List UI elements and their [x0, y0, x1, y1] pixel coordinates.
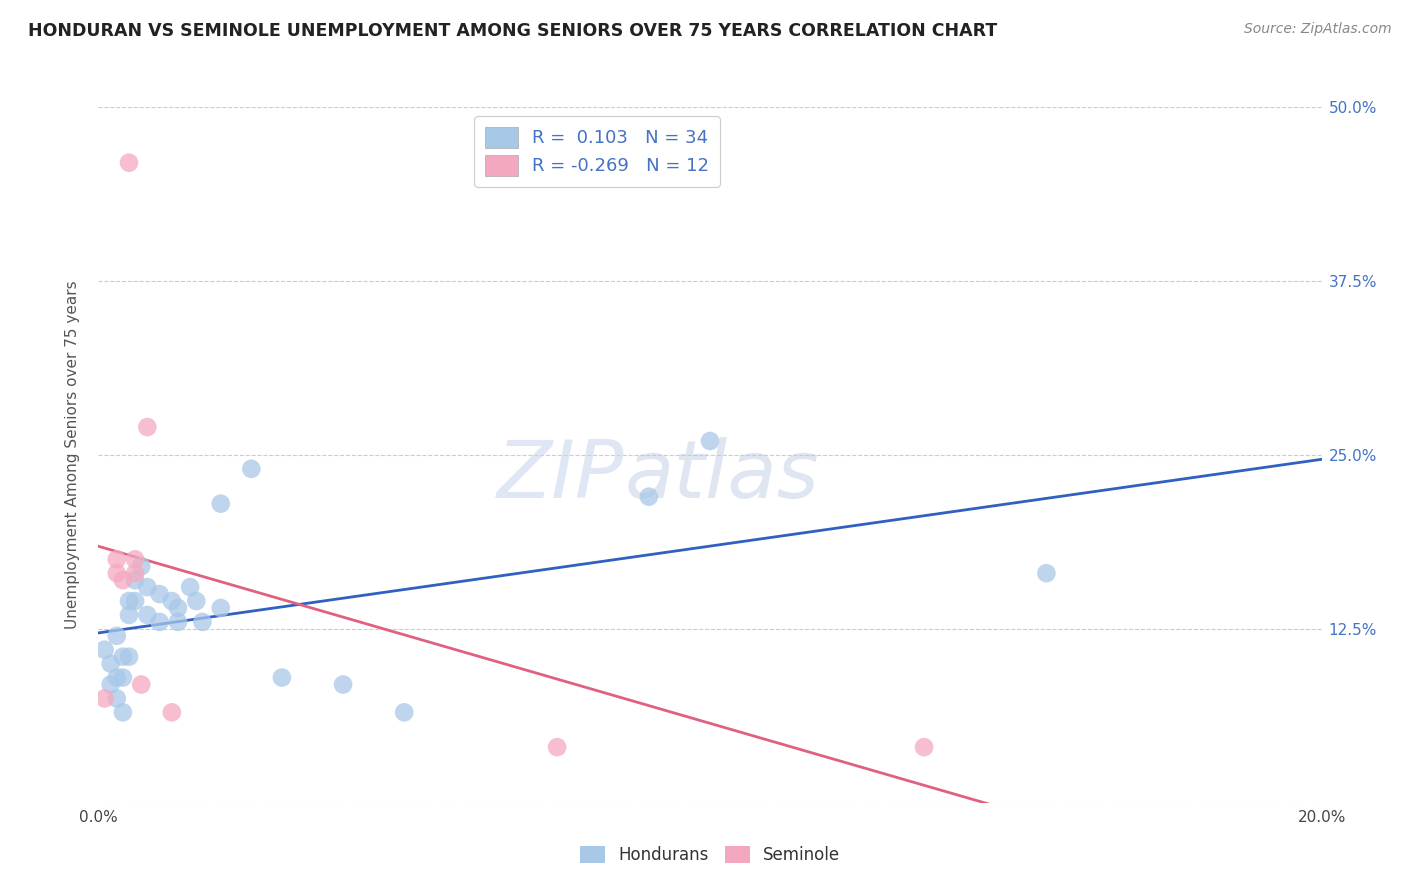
Text: atlas: atlas: [624, 437, 820, 515]
Point: [191, 615, 214, 629]
Y-axis label: Unemployment Among Seniors over 75 years: Unemployment Among Seniors over 75 years: [65, 281, 80, 629]
Point: [124, 566, 146, 581]
Point: [111, 649, 134, 664]
Point: [179, 580, 201, 594]
Point: [160, 594, 183, 608]
Point: [100, 677, 122, 691]
Point: [240, 462, 263, 476]
Point: [160, 706, 183, 720]
Point: [118, 155, 141, 169]
Point: [546, 740, 568, 755]
Point: [270, 671, 292, 685]
Point: [149, 587, 172, 601]
Point: [124, 552, 146, 566]
Point: [105, 566, 128, 581]
Point: [392, 706, 416, 720]
Point: [186, 594, 208, 608]
Point: [136, 607, 159, 622]
Point: [209, 601, 232, 615]
Point: [332, 677, 354, 691]
Point: [209, 497, 232, 511]
Point: [912, 740, 935, 755]
Point: [111, 573, 134, 587]
Point: [111, 671, 134, 685]
Point: [100, 657, 122, 671]
Point: [1035, 566, 1057, 581]
Point: [93, 642, 115, 657]
Point: [93, 691, 115, 706]
Point: [136, 420, 159, 434]
Point: [167, 615, 190, 629]
Point: [136, 580, 159, 594]
Point: [118, 594, 141, 608]
Legend: Hondurans, Seminole: Hondurans, Seminole: [574, 839, 846, 871]
Point: [124, 573, 146, 587]
Point: [105, 691, 128, 706]
Point: [105, 552, 128, 566]
Point: [118, 607, 141, 622]
Point: [637, 490, 661, 504]
Point: [118, 649, 141, 664]
Text: Source: ZipAtlas.com: Source: ZipAtlas.com: [1244, 22, 1392, 37]
Text: HONDURAN VS SEMINOLE UNEMPLOYMENT AMONG SENIORS OVER 75 YEARS CORRELATION CHART: HONDURAN VS SEMINOLE UNEMPLOYMENT AMONG …: [28, 22, 997, 40]
Point: [699, 434, 721, 448]
Point: [149, 615, 172, 629]
Point: [111, 706, 134, 720]
Point: [105, 671, 128, 685]
Point: [129, 559, 152, 574]
Point: [167, 601, 190, 615]
Point: [124, 594, 146, 608]
Point: [105, 629, 128, 643]
Text: ZIP: ZIP: [498, 437, 624, 515]
Point: [129, 677, 152, 691]
